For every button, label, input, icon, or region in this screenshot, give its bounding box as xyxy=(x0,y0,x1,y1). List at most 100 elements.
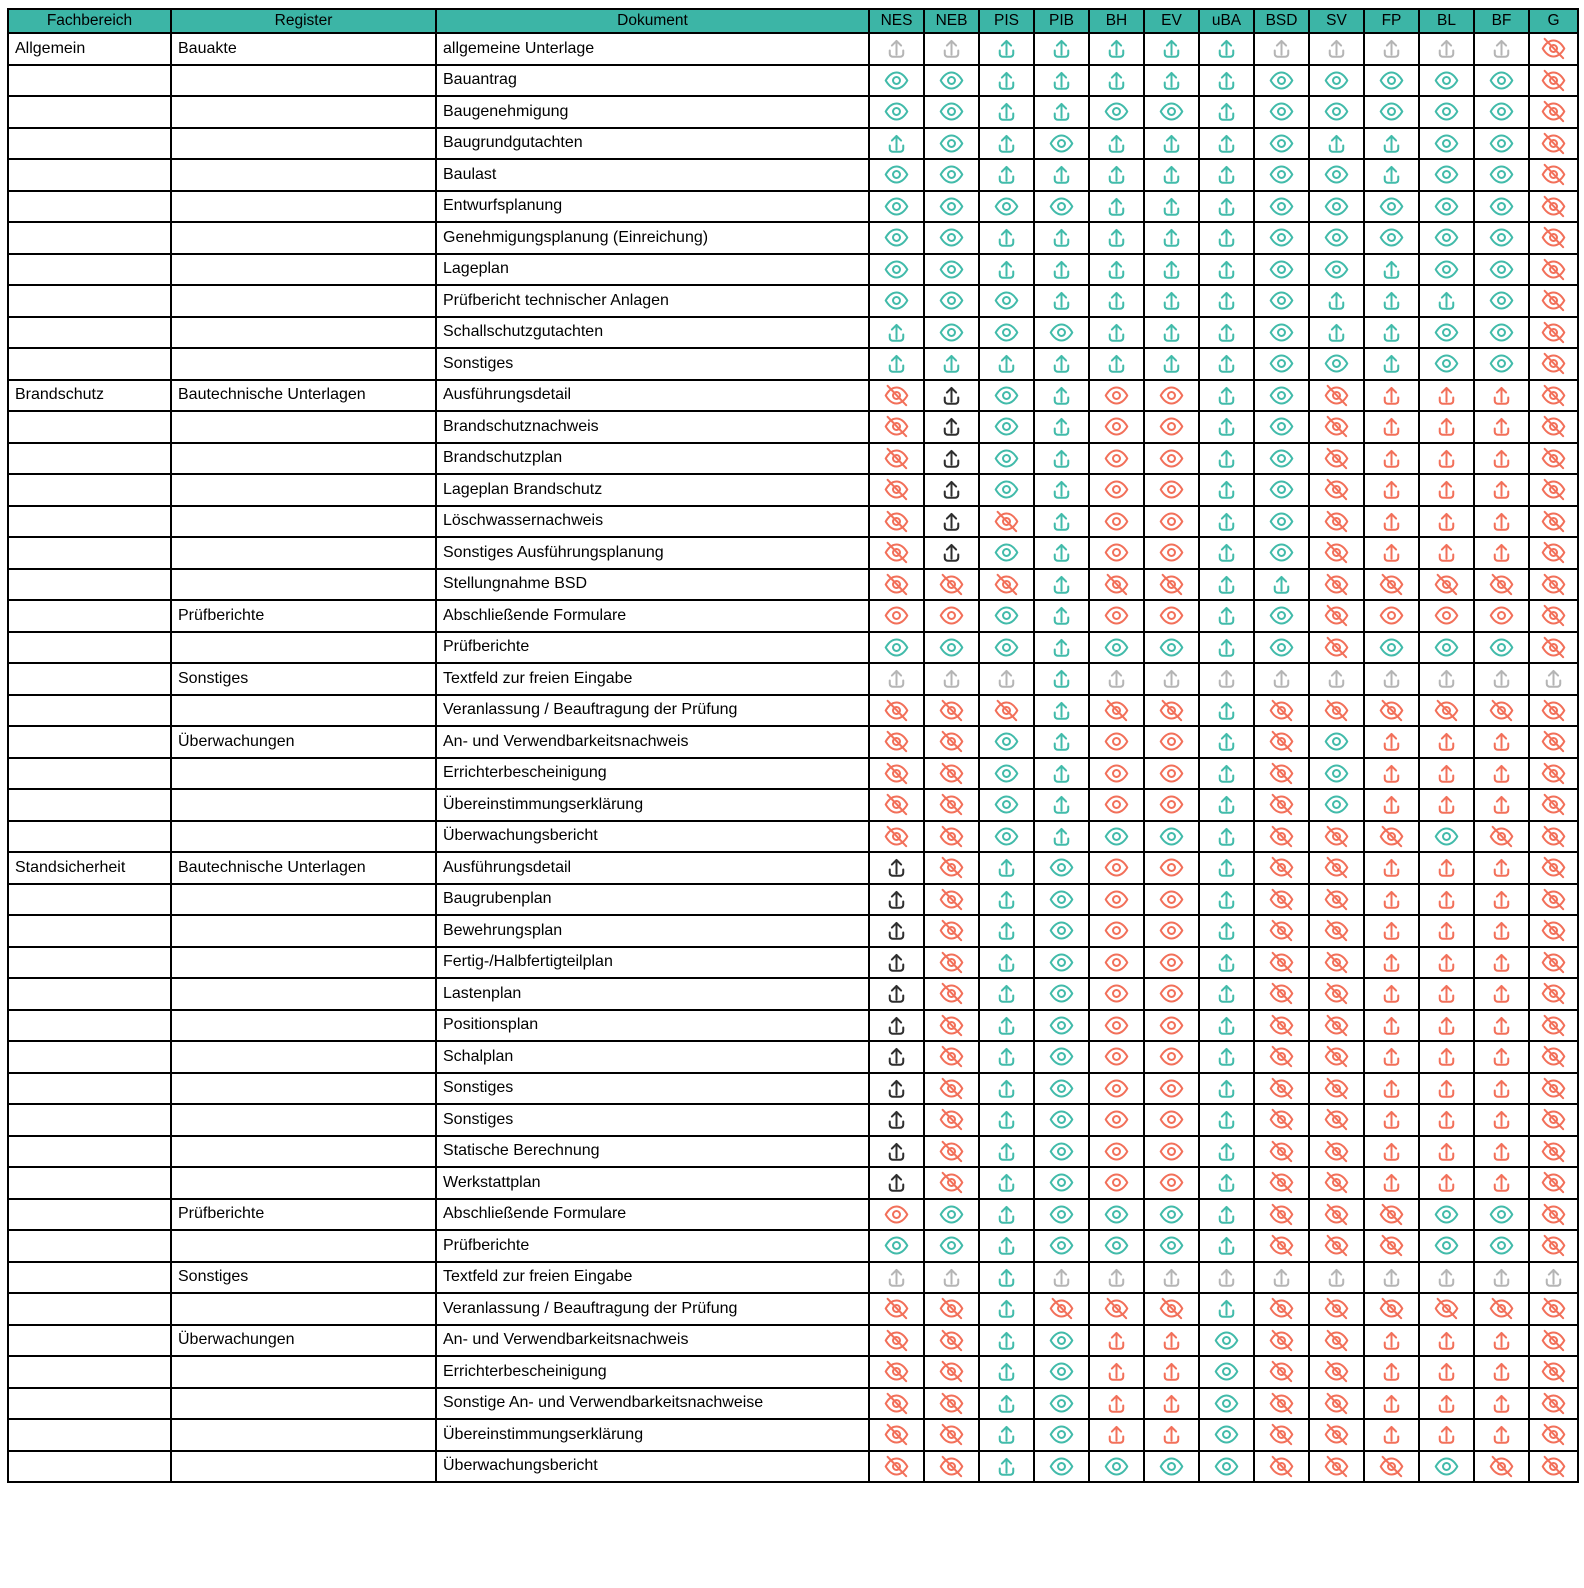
matrix-cell[interactable] xyxy=(978,1166,1035,1200)
matrix-cell[interactable] xyxy=(1418,1292,1475,1326)
matrix-cell[interactable] xyxy=(978,914,1035,948)
matrix-cell[interactable] xyxy=(978,851,1035,885)
matrix-cell[interactable] xyxy=(1088,882,1145,916)
matrix-cell[interactable] xyxy=(1418,1229,1475,1263)
matrix-cell[interactable] xyxy=(1143,914,1200,948)
matrix-cell[interactable] xyxy=(1253,1071,1310,1105)
matrix-cell[interactable] xyxy=(1418,1449,1475,1483)
matrix-cell[interactable] xyxy=(1033,473,1090,507)
matrix-cell[interactable] xyxy=(923,725,980,759)
matrix-cell[interactable] xyxy=(1528,1197,1579,1231)
matrix-cell[interactable] xyxy=(1363,410,1420,444)
matrix-cell[interactable] xyxy=(1528,536,1579,570)
matrix-cell[interactable] xyxy=(1088,945,1145,979)
matrix-cell[interactable] xyxy=(1528,158,1579,192)
matrix-cell[interactable] xyxy=(1253,95,1310,129)
matrix-cell[interactable] xyxy=(868,1386,925,1420)
matrix-cell[interactable] xyxy=(1363,536,1420,570)
matrix-cell[interactable] xyxy=(1033,725,1090,759)
matrix-cell[interactable] xyxy=(1528,441,1579,475)
matrix-cell[interactable] xyxy=(1088,1166,1145,1200)
matrix-cell[interactable] xyxy=(1308,473,1365,507)
matrix-cell[interactable] xyxy=(978,126,1035,160)
matrix-cell[interactable] xyxy=(978,441,1035,475)
matrix-cell[interactable] xyxy=(1308,756,1365,790)
matrix-cell[interactable] xyxy=(1033,378,1090,412)
matrix-cell[interactable] xyxy=(1418,1166,1475,1200)
matrix-cell[interactable] xyxy=(1363,977,1420,1011)
matrix-cell[interactable] xyxy=(1143,1166,1200,1200)
matrix-cell[interactable] xyxy=(978,1292,1035,1326)
matrix-cell[interactable] xyxy=(1308,126,1365,160)
matrix-cell[interactable] xyxy=(868,347,925,381)
matrix-cell[interactable] xyxy=(1253,1323,1310,1357)
matrix-cell[interactable] xyxy=(923,599,980,633)
matrix-cell[interactable] xyxy=(868,1166,925,1200)
matrix-cell[interactable] xyxy=(1473,914,1530,948)
matrix-cell[interactable] xyxy=(1143,819,1200,853)
matrix-cell[interactable] xyxy=(1308,630,1365,664)
matrix-cell[interactable] xyxy=(923,410,980,444)
matrix-cell[interactable] xyxy=(1308,95,1365,129)
matrix-cell[interactable] xyxy=(923,977,980,1011)
matrix-cell[interactable] xyxy=(1198,189,1255,223)
matrix-cell[interactable] xyxy=(1198,1134,1255,1168)
matrix-cell[interactable] xyxy=(923,1103,980,1137)
matrix-cell[interactable] xyxy=(1473,1386,1530,1420)
matrix-cell[interactable] xyxy=(1473,851,1530,885)
matrix-cell[interactable] xyxy=(1253,126,1310,160)
matrix-cell[interactable] xyxy=(1253,1449,1310,1483)
matrix-cell[interactable] xyxy=(1418,567,1475,601)
matrix-cell[interactable] xyxy=(978,315,1035,349)
matrix-cell[interactable] xyxy=(868,252,925,286)
matrix-cell[interactable] xyxy=(1418,945,1475,979)
matrix-cell[interactable] xyxy=(1033,599,1090,633)
matrix-cell[interactable] xyxy=(1198,788,1255,822)
matrix-cell[interactable] xyxy=(1308,1386,1365,1420)
matrix-cell[interactable] xyxy=(978,1103,1035,1137)
matrix-cell[interactable] xyxy=(1088,977,1145,1011)
matrix-cell[interactable] xyxy=(1473,882,1530,916)
matrix-cell[interactable] xyxy=(1088,158,1145,192)
matrix-cell[interactable] xyxy=(1033,1323,1090,1357)
matrix-cell[interactable] xyxy=(1143,189,1200,223)
matrix-cell[interactable] xyxy=(1473,725,1530,759)
matrix-cell[interactable] xyxy=(1143,1197,1200,1231)
matrix-cell[interactable] xyxy=(1473,473,1530,507)
matrix-cell[interactable] xyxy=(978,473,1035,507)
matrix-cell[interactable] xyxy=(1033,1134,1090,1168)
matrix-cell[interactable] xyxy=(1473,1323,1530,1357)
matrix-cell[interactable] xyxy=(1363,1449,1420,1483)
matrix-cell[interactable] xyxy=(1198,725,1255,759)
matrix-cell[interactable] xyxy=(1308,1355,1365,1389)
matrix-cell[interactable] xyxy=(923,914,980,948)
matrix-cell[interactable] xyxy=(868,945,925,979)
matrix-cell[interactable] xyxy=(1528,410,1579,444)
matrix-cell[interactable] xyxy=(1363,504,1420,538)
matrix-cell[interactable] xyxy=(1473,1008,1530,1042)
matrix-cell[interactable] xyxy=(978,252,1035,286)
matrix-cell[interactable] xyxy=(1418,788,1475,822)
matrix-cell[interactable] xyxy=(1253,347,1310,381)
matrix-cell[interactable] xyxy=(923,158,980,192)
matrix-cell[interactable] xyxy=(1308,347,1365,381)
matrix-cell[interactable] xyxy=(1473,819,1530,853)
matrix-cell[interactable] xyxy=(1418,1071,1475,1105)
matrix-cell[interactable] xyxy=(1418,756,1475,790)
matrix-cell[interactable] xyxy=(1363,630,1420,664)
matrix-cell[interactable] xyxy=(1033,315,1090,349)
matrix-cell[interactable] xyxy=(978,1418,1035,1452)
matrix-cell[interactable] xyxy=(1253,63,1310,97)
matrix-cell[interactable] xyxy=(1253,1355,1310,1389)
matrix-cell[interactable] xyxy=(1363,252,1420,286)
matrix-cell[interactable] xyxy=(978,1386,1035,1420)
matrix-cell[interactable] xyxy=(1528,315,1579,349)
matrix-cell[interactable] xyxy=(868,378,925,412)
matrix-cell[interactable] xyxy=(1198,221,1255,255)
matrix-cell[interactable] xyxy=(1528,1134,1579,1168)
matrix-cell[interactable] xyxy=(923,1166,980,1200)
matrix-cell[interactable] xyxy=(1308,1418,1365,1452)
matrix-cell[interactable] xyxy=(1033,95,1090,129)
matrix-cell[interactable] xyxy=(1473,788,1530,822)
matrix-cell[interactable] xyxy=(1363,126,1420,160)
